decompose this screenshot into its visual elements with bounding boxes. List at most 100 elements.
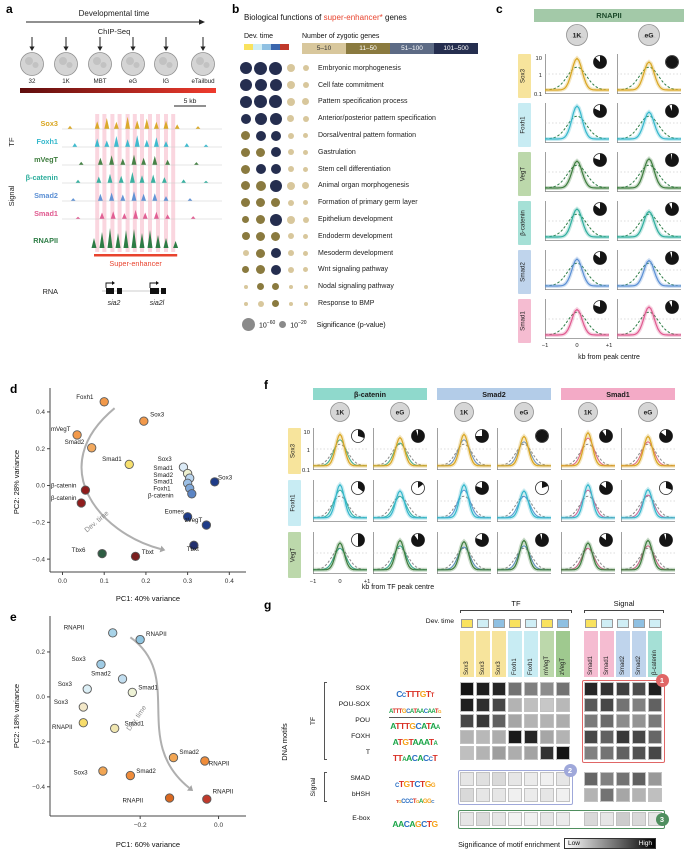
go-dot (239, 79, 252, 92)
go-dot-cell (268, 130, 283, 141)
go-term-row: Mesoderm development (238, 245, 436, 262)
pie-slice (535, 533, 549, 547)
logo-letter: C (421, 818, 427, 829)
pca-point-label: Sox3 (158, 456, 173, 463)
pca-point (108, 628, 118, 638)
logo-letter: T (412, 798, 417, 805)
secondary-curve (561, 547, 615, 571)
go-dot (270, 248, 281, 259)
c-xaxis-label: kb from peak centre (578, 354, 640, 361)
motif-row-label: SMAD (350, 775, 370, 782)
highlight-box (457, 809, 665, 829)
go-term-label: Gastrulation (318, 148, 356, 156)
pca-point-label: Eomes (165, 509, 184, 516)
go-dot (255, 130, 266, 141)
heatmap-cell (492, 698, 506, 712)
reference-curve (372, 443, 428, 467)
metagene-plot (372, 532, 428, 574)
logo-letter: C (401, 692, 406, 699)
pca-point-label: Sox3 (58, 681, 73, 688)
go-dot (302, 65, 309, 72)
metagene-plot (496, 480, 552, 522)
metagene-plot (544, 152, 610, 192)
y-tick: 0.1 (302, 468, 310, 474)
pie-slice (665, 202, 679, 216)
logo-letter: G (398, 798, 402, 804)
highlight-badge: 1 (655, 673, 669, 687)
go-dot-cell (283, 250, 298, 257)
go-term-label: Nodal signaling pathway (318, 283, 394, 291)
gene-count-bin: 51–100 (390, 43, 434, 54)
heatmap-cell (648, 698, 662, 712)
column-label: Smad1 (604, 655, 610, 675)
gene-name: sia2 (108, 300, 121, 307)
reference-curve (544, 164, 610, 189)
pca-point-label: β-catenin (51, 482, 77, 489)
reference-curve (436, 443, 492, 467)
chip-track (62, 172, 222, 183)
signal-curve (621, 435, 675, 467)
go-dot (287, 199, 294, 206)
dev-time-color (253, 44, 262, 50)
heatmap-cell (616, 746, 630, 760)
embryo-cell (126, 57, 134, 65)
go-term-label: Anterior/posterior pattern specification (318, 115, 436, 123)
go-dot (302, 82, 309, 89)
dev-time-colorbar (244, 44, 289, 50)
dev-time-square (557, 619, 569, 628)
go-dot (254, 112, 267, 125)
tf-group-label: TF (511, 599, 521, 608)
pie-slice (475, 533, 489, 547)
signal-curve (545, 160, 609, 189)
logo-letter: A (433, 740, 438, 747)
signal-curve (373, 436, 427, 467)
column-chip (632, 631, 646, 677)
pca-point-label: RNAPII (146, 631, 167, 638)
motif-logo: AACAGCTG (374, 814, 456, 832)
embryo-cell (93, 57, 101, 65)
go-dot-cell (238, 113, 253, 124)
secondary-curve (313, 547, 367, 571)
go-dot-cell (268, 95, 283, 109)
reference-curve (616, 66, 682, 91)
dev-time-label: Dev. time (244, 33, 274, 40)
signal-curve (621, 539, 675, 571)
heatmap-cell (508, 746, 522, 760)
embryo-icon (191, 52, 215, 76)
chip-track (62, 228, 222, 248)
stage-label: 32 (29, 78, 36, 85)
reference-curve (372, 495, 428, 519)
heatmap-cell (584, 772, 598, 786)
motif-logo: ATGTAAATA (374, 732, 456, 750)
go-dot-cell (268, 79, 283, 92)
y-tick: 10 (536, 56, 542, 62)
signal-band (561, 540, 615, 572)
y-tick: 1 (307, 448, 310, 454)
go-dot (303, 233, 308, 239)
dev-time-annotation: Dev. time (126, 705, 148, 733)
go-dot (270, 164, 281, 175)
dev-time-arrow (129, 636, 190, 789)
pca-point-label: Sox3 (74, 769, 89, 776)
heatmap-cell (616, 698, 630, 712)
go-dot (269, 179, 282, 192)
go-dot (302, 98, 309, 106)
go-dot-cell (238, 232, 253, 241)
metagene-plot (312, 428, 368, 470)
panel-e: e −0.2 0.0 0.2 0.0 −0.2 −0.4 Dev. time RNAPII RN… (4, 608, 256, 856)
heatmap-cell (584, 788, 598, 802)
pca-point-label: Tbxt (187, 546, 199, 553)
heatmap-cell (584, 812, 598, 826)
dev-time-square (461, 619, 473, 628)
sig-value-low: 10−20 (290, 320, 306, 329)
motif-logo-letters: TTAACACCT (393, 748, 438, 765)
go-dot (287, 233, 294, 240)
go-dot-cell (268, 213, 283, 226)
gene-count-bin: 11–50 (346, 43, 390, 54)
motif-group-bracket (324, 682, 327, 760)
pca-point (124, 459, 134, 470)
x-tick: 0.1 (100, 578, 109, 585)
heatmap-cell (460, 772, 474, 786)
motif-group-label: TF (310, 716, 317, 726)
